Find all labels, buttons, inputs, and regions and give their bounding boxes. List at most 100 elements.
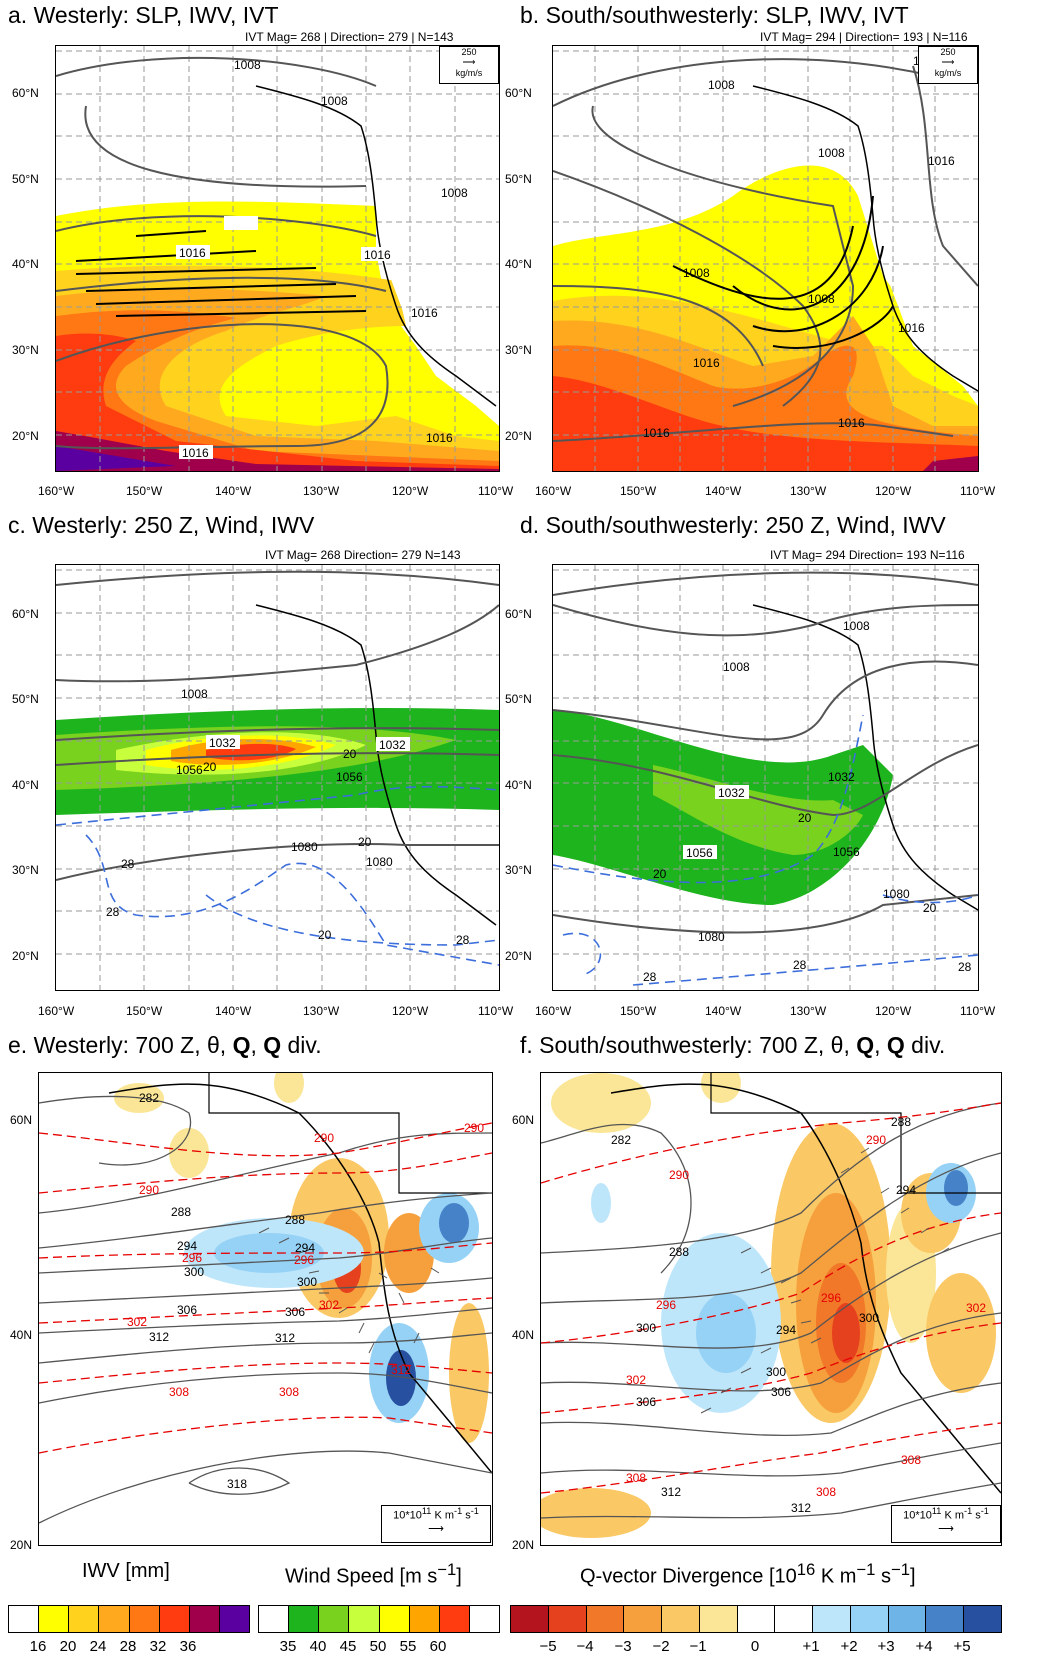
panel-f-label-black: 312 xyxy=(791,1501,812,1515)
panel-c-contour: 20 xyxy=(343,747,357,761)
iwv-colorbar-swatch xyxy=(159,1606,190,1632)
panel-f-label-red: 302 xyxy=(626,1373,647,1387)
panel-a-title: a. Westerly: SLP, IWV, IVT xyxy=(8,2,279,28)
qdiv-colorbar-swatch xyxy=(586,1606,625,1632)
panel-a-contour-1016-c: 1016 xyxy=(411,306,438,320)
iwv-colorbar-swatch xyxy=(99,1606,130,1632)
panel-a-subtitle: IVT Mag= 268 | Direction= 279 | N=143 xyxy=(245,30,454,44)
panel-c-svg xyxy=(56,565,499,990)
panel-a-contour-1016-b: 1016 xyxy=(364,248,391,262)
panel-c-contour: 20 xyxy=(358,835,372,849)
panel-e-ytick: 60N xyxy=(10,1113,33,1127)
panel-f-label-black: 294 xyxy=(776,1323,797,1337)
panel-d-contour: 1080 xyxy=(698,930,725,944)
iwv-colorbar-label: 28 xyxy=(119,1638,137,1655)
panel-e-label-red: 308 xyxy=(169,1385,190,1399)
panel-f-title: f. South/southwesterly: 700 Z, θ, Q, Q d… xyxy=(520,1032,946,1058)
panel-e-label-black: 288 xyxy=(285,1213,306,1227)
panel-f-label-red: 308 xyxy=(626,1471,647,1485)
panel-e-label-red: 290 xyxy=(314,1131,335,1145)
wind-colorbar-swatch xyxy=(349,1606,380,1632)
panel-a-contour-1016-d: 1016 xyxy=(426,431,453,445)
panel-f-label-red: 296 xyxy=(656,1298,677,1312)
panel-a-ytick: 30°N xyxy=(12,343,39,357)
panel-c-xtick: 140°W xyxy=(215,1004,252,1018)
panel-c-ytick: 20°N xyxy=(12,949,39,963)
panel-e-ref-vector: 10*1011 K m-1 s-1 ⟶ xyxy=(381,1505,491,1543)
panel-f-label-black: 288 xyxy=(891,1115,912,1129)
panel-d-title: d. South/southwesterly: 250 Z, Wind, IWV xyxy=(520,512,946,538)
qdiv-colorbar-swatch xyxy=(662,1606,700,1632)
panel-e-map: 282 288 288 294 294 300 300 306 306 312 … xyxy=(38,1072,493,1546)
panel-d-contour: 1032 xyxy=(828,770,855,784)
wind-colorbar-label: 45 xyxy=(339,1638,357,1655)
panel-b-xtick: 150°W xyxy=(620,484,657,498)
panel-c-contour: 20 xyxy=(203,760,217,774)
panel-b-contour: 1008 xyxy=(818,146,845,160)
panel-d-xtick: 130°W xyxy=(790,1004,827,1018)
panel-c-xtick: 160°W xyxy=(38,1004,75,1018)
panel-b-xtick: 120°W xyxy=(875,484,912,498)
panel-f-label-red: 290 xyxy=(866,1133,887,1147)
iwv-colorbar-swatch xyxy=(69,1606,100,1632)
panel-e-label-black: 282 xyxy=(139,1091,160,1105)
wind-colorbar-swatch xyxy=(259,1606,290,1632)
iwv-colorbar-title: IWV [mm] xyxy=(82,1560,170,1582)
panel-f-map: 282 288 288 294 294 300 300 300 306 306 … xyxy=(540,1072,1002,1546)
panel-e-label-red: 290 xyxy=(464,1121,485,1135)
panel-e-label-black: 288 xyxy=(171,1205,192,1219)
iwv-colorbar-label: 32 xyxy=(149,1638,167,1655)
qdiv-colorbar-swatch xyxy=(737,1606,776,1632)
panel-a-ytick: 20°N xyxy=(12,429,39,443)
qdiv-colorbar-swatch xyxy=(813,1606,851,1632)
panel-c-contour: 1056 xyxy=(176,763,203,777)
panel-c-contour: 1032 xyxy=(209,736,236,750)
panel-e-ytick: 20N xyxy=(10,1538,33,1552)
wind-colorbar-swatch xyxy=(439,1606,470,1632)
panel-c-ytick: 50°N xyxy=(12,692,39,706)
panel-e-label-black: 300 xyxy=(297,1275,318,1289)
panel-a-map: 1008 1008 1008 1016 1016 1016 1016 1016 … xyxy=(55,45,500,472)
panel-f-label-black: 294 xyxy=(896,1183,917,1197)
panel-f-label-black: 306 xyxy=(636,1395,657,1409)
qdiv-colorbar-label: −2 xyxy=(652,1638,670,1655)
panel-e-title: e. Westerly: 700 Z, θ, Q, Q div. xyxy=(8,1032,322,1058)
panel-c-contour: 1032 xyxy=(379,738,406,752)
panel-d-xtick: 160°W xyxy=(535,1004,572,1018)
panel-d-contour: 1032 xyxy=(718,786,745,800)
wind-colorbar-swatch xyxy=(319,1606,350,1632)
qdiv-colorbar-swatch xyxy=(888,1606,927,1632)
panel-b-contour: 1016 xyxy=(928,154,955,168)
panel-c-ytick: 40°N xyxy=(12,778,39,792)
qdiv-colorbar-swatch xyxy=(850,1606,889,1632)
panel-c-contour: 28 xyxy=(106,905,120,919)
iwv-colorbar-label: 36 xyxy=(179,1638,197,1655)
panel-e-label-red: 302 xyxy=(319,1298,340,1312)
panel-d-map: 1008 1008 1032 1032 1056 1056 1080 1080 … xyxy=(552,564,979,991)
panel-f-svg xyxy=(541,1073,1001,1545)
panel-a-xtick: 150°W xyxy=(126,484,163,498)
wind-colorbar-label: 35 xyxy=(279,1638,297,1655)
wind-colorbar-swatch xyxy=(409,1606,440,1632)
panel-c-contour: 1080 xyxy=(291,840,318,854)
panel-a-xtick: 110°W xyxy=(478,484,514,498)
qdiv-colorbar-swatch xyxy=(699,1606,738,1632)
wind-colorbar-label: 60 xyxy=(429,1638,447,1655)
panel-e-label-red: 308 xyxy=(279,1385,300,1399)
panel-b-title: b. South/southwesterly: SLP, IWV, IVT xyxy=(520,2,909,28)
panel-b-ytick: 40°N xyxy=(505,257,532,271)
panel-d-xtick: 140°W xyxy=(705,1004,742,1018)
panel-c-title: c. Westerly: 250 Z, Wind, IWV xyxy=(8,512,315,538)
wind-colorbar-title: Wind Speed [m s−1] xyxy=(285,1560,462,1588)
iwv-colorbar-label: 24 xyxy=(89,1638,107,1655)
panel-d-contour: 20 xyxy=(923,901,937,915)
panel-c-contour: 1008 xyxy=(181,687,208,701)
panel-d-contour: 1056 xyxy=(833,845,860,859)
qdiv-colorbar-swatch xyxy=(926,1606,965,1632)
panel-d-contour: 1008 xyxy=(843,619,870,633)
panel-a-contour-1016-a: 1016 xyxy=(179,246,206,260)
panel-f-label-red: 302 xyxy=(966,1301,987,1315)
panel-c-contour: 20 xyxy=(318,928,332,942)
panel-c-contour: 1056 xyxy=(336,770,363,784)
panel-a-xtick: 130°W xyxy=(303,484,340,498)
